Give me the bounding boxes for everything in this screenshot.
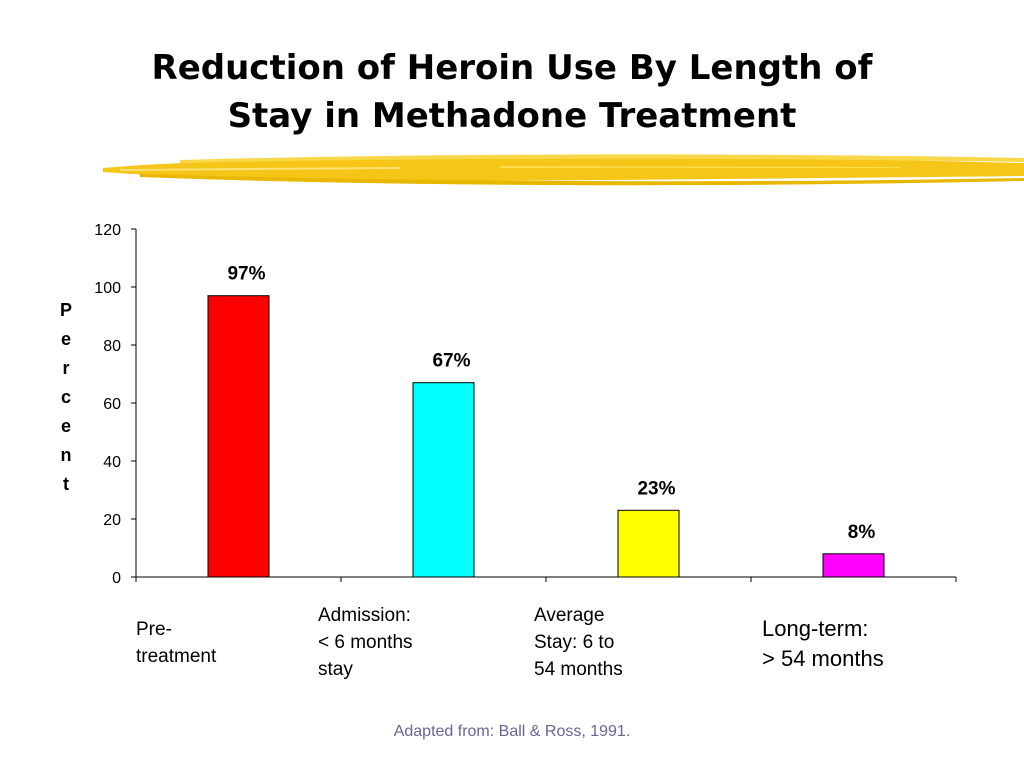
bar-1 bbox=[207, 295, 270, 578]
x-category-label-1: Pre- treatment bbox=[136, 619, 217, 667]
slide-title-line-1: Reduction of Heroin Use By Length of bbox=[151, 48, 873, 88]
x-category-label-2: Admission: < 6 months stay bbox=[318, 605, 413, 680]
source-citation: Adapted from: Ball & Ross, 1991. bbox=[393, 723, 631, 740]
y-tick-label: 80 bbox=[103, 338, 121, 355]
x-category-label-3: Average Stay: 6 to 54 months bbox=[534, 605, 623, 680]
slide-title-line-2: Stay in Methadone Treatment bbox=[227, 96, 797, 136]
y-tick-label: 20 bbox=[103, 512, 121, 529]
data-label-3: 23% bbox=[637, 478, 675, 499]
yellow-highlighter-stroke bbox=[103, 154, 1024, 186]
bar-2 bbox=[412, 382, 475, 578]
bar-4 bbox=[822, 553, 885, 578]
data-label-1: 97% bbox=[227, 264, 265, 285]
y-tick-label: 60 bbox=[103, 396, 121, 413]
y-tick-label: 120 bbox=[94, 222, 121, 239]
data-label-4: 8% bbox=[848, 522, 876, 543]
slide-title: Reduction of Heroin Use By Length of Sta… bbox=[0, 44, 1024, 140]
y-tick-label: 100 bbox=[94, 280, 121, 297]
bar-chart: 0 20 40 60 80 100 120 P e r c e n t 97% 67% 23% 8% bbox=[60, 222, 957, 587]
x-category-label-4: Long-term: > 54 months bbox=[762, 616, 884, 671]
data-label-2: 67% bbox=[432, 351, 470, 372]
bar-3 bbox=[617, 509, 680, 578]
y-tick-label: 0 bbox=[112, 570, 121, 587]
y-tick-label: 40 bbox=[103, 454, 121, 471]
